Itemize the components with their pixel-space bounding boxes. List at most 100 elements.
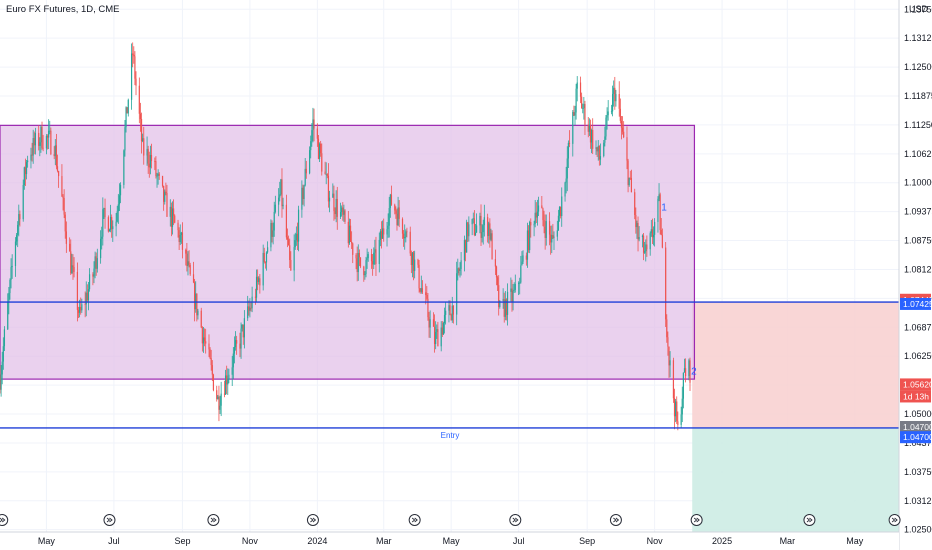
candle-body — [147, 148, 149, 164]
candle-body — [139, 113, 142, 119]
candle-body — [70, 251, 72, 274]
candle-body — [615, 94, 617, 102]
candle-body — [482, 225, 484, 233]
candle-body — [641, 235, 644, 238]
candle-body — [419, 288, 421, 292]
candle-body — [605, 117, 607, 137]
candle-body — [610, 111, 613, 113]
candle-body — [590, 130, 593, 143]
candle-body — [561, 196, 563, 217]
forward-arrow-circle-icon[interactable] — [888, 514, 901, 526]
candle-body — [130, 53, 133, 100]
candle-body — [551, 235, 553, 243]
candle-body — [17, 224, 19, 235]
candle-body — [426, 295, 428, 299]
candle-body — [227, 379, 229, 385]
candle-body — [73, 267, 75, 272]
candle-body — [579, 82, 582, 97]
wave-marker: 1 — [661, 202, 667, 213]
forward-arrow-circle-icon[interactable] — [0, 514, 9, 526]
candle-body — [100, 238, 102, 259]
candle-body — [324, 171, 326, 175]
candlestick-series — [0, 42, 691, 431]
forward-arrow-circle-icon[interactable] — [408, 514, 421, 526]
candle-body — [41, 126, 43, 148]
candle-body — [388, 208, 390, 226]
candle-body — [425, 292, 427, 296]
candle-body — [534, 212, 536, 224]
y-tick-label: 1.03750 — [904, 467, 932, 477]
candle-body — [149, 155, 151, 168]
candle-body — [537, 205, 540, 212]
forward-arrow-circle-icon[interactable] — [103, 514, 116, 526]
event-icon-arrows — [806, 517, 813, 523]
price-axis-panel — [899, 0, 932, 550]
forward-arrow-circle-icon[interactable] — [609, 514, 622, 526]
candle-body — [587, 124, 589, 132]
candle-body — [72, 265, 74, 268]
candle-body — [564, 182, 566, 197]
candle-body — [669, 360, 671, 366]
forward-arrow-circle-icon[interactable] — [306, 514, 319, 526]
candle-body — [320, 143, 322, 154]
candle-body — [143, 138, 145, 156]
candle-body — [9, 279, 11, 294]
candle-body — [406, 231, 408, 233]
candle-body — [316, 128, 318, 139]
candle-body — [62, 196, 64, 198]
candle-body — [27, 160, 29, 163]
candle-body — [451, 305, 453, 321]
candle-body — [372, 261, 374, 265]
forward-arrow-circle-icon[interactable] — [803, 514, 816, 526]
candle-body — [223, 393, 226, 395]
event-icon-arrows — [891, 517, 898, 523]
candle-body — [383, 228, 385, 235]
candle-body — [567, 142, 569, 159]
forward-arrow-circle-icon[interactable] — [690, 514, 703, 526]
candle-body — [474, 232, 477, 236]
candle-body — [535, 212, 537, 218]
candle-body — [635, 214, 637, 228]
candle-body — [467, 222, 469, 237]
candle-body — [42, 147, 44, 149]
candle-body — [445, 310, 447, 315]
y-tick-label: 1.03125 — [904, 496, 932, 506]
candle-body — [428, 317, 430, 328]
candle-body — [217, 396, 219, 399]
x-tick-label: Sep — [579, 536, 595, 546]
candle-body — [395, 210, 397, 214]
candle-body — [411, 252, 414, 266]
candle-body — [421, 288, 424, 293]
candle-body — [529, 222, 531, 251]
candle-body — [157, 173, 159, 176]
candle-body — [240, 328, 242, 349]
candle-body — [404, 236, 406, 239]
candle-body — [95, 256, 97, 269]
candle-body — [401, 218, 404, 234]
candle-body — [236, 340, 238, 344]
forward-arrow-circle-icon[interactable] — [207, 514, 220, 526]
candle-body — [189, 264, 191, 275]
candle-body — [603, 142, 605, 157]
candle-body — [202, 337, 205, 344]
event-icons[interactable] — [0, 514, 901, 526]
candle-body — [0, 377, 1, 390]
candle-body — [660, 229, 662, 235]
candle-body — [604, 136, 606, 143]
candle-body — [435, 331, 437, 344]
forward-arrow-circle-icon[interactable] — [509, 514, 522, 526]
candle-body — [675, 401, 677, 417]
candle-body — [2, 346, 4, 362]
candle-body — [341, 207, 343, 213]
candle-body — [364, 274, 366, 276]
candle-body — [366, 258, 368, 261]
candle-body — [119, 184, 122, 196]
candle-body — [536, 211, 539, 218]
range-box — [0, 124, 696, 380]
candle-body — [92, 274, 94, 277]
candle-body — [518, 283, 520, 285]
y-tick-label: 1.12500 — [904, 62, 932, 72]
candle-body — [505, 299, 508, 315]
candle-body — [155, 161, 157, 177]
